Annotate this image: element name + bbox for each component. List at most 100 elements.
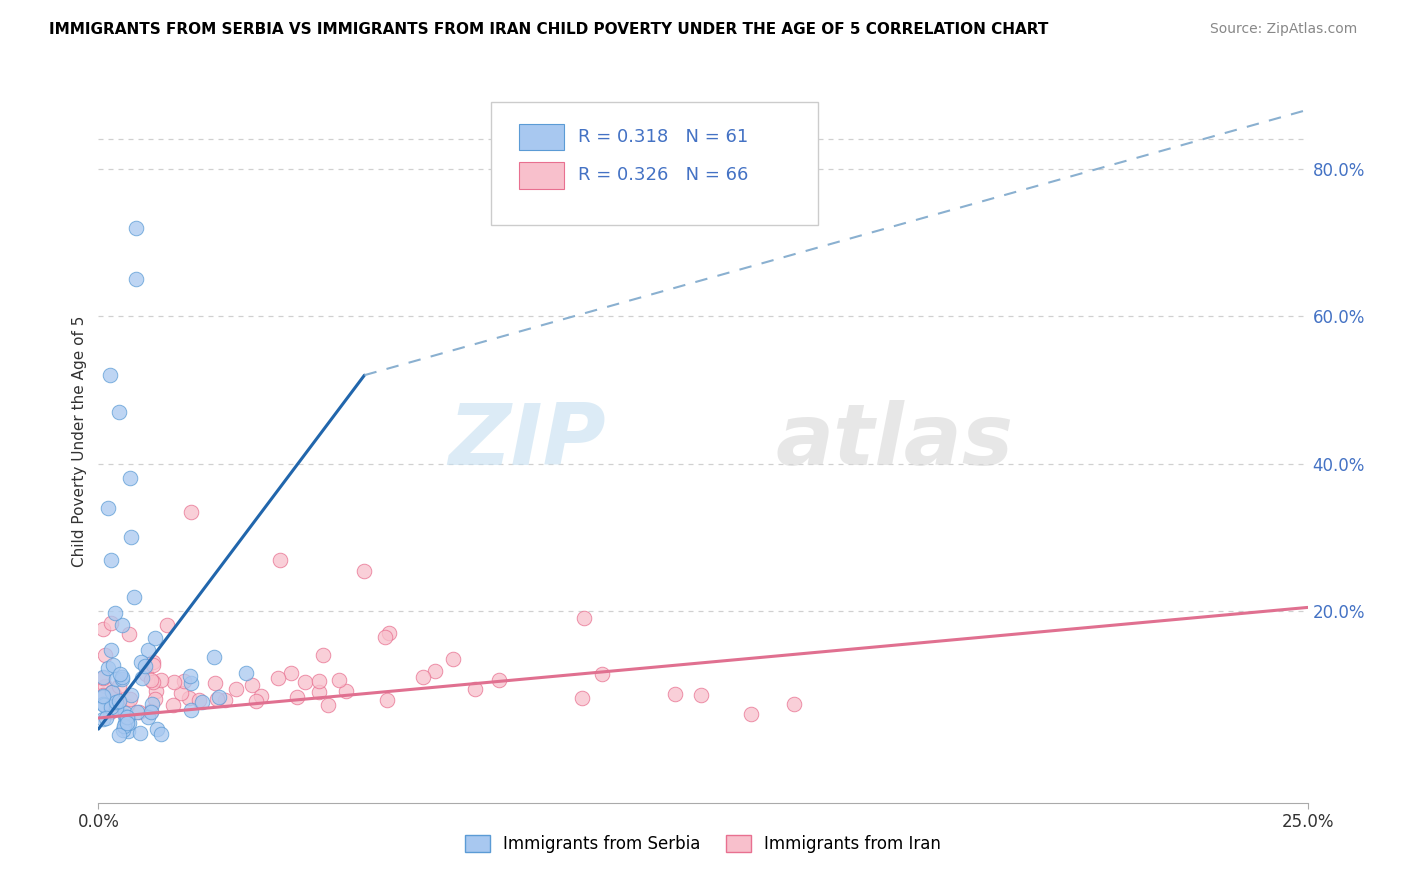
Point <box>136 643 159 657</box>
Point <box>128 726 150 740</box>
Point <box>141 697 163 711</box>
Point <box>208 690 231 705</box>
Point <box>103 687 125 701</box>
Point <box>146 722 169 736</box>
Point <box>129 656 152 670</box>
Point <box>308 674 330 689</box>
Point <box>150 673 173 688</box>
Point <box>423 664 446 678</box>
Point <box>91 688 114 702</box>
Point <box>136 710 159 724</box>
Point <box>98 705 121 719</box>
Point <box>101 657 124 672</box>
Point <box>162 698 184 713</box>
Point <box>328 673 350 688</box>
Point <box>353 564 375 578</box>
Point <box>115 715 138 730</box>
Point <box>225 682 247 697</box>
Text: atlas: atlas <box>776 400 1014 483</box>
Point <box>143 692 166 706</box>
Point <box>156 618 179 632</box>
Point <box>664 687 686 701</box>
Point <box>122 591 145 605</box>
Point <box>285 690 308 705</box>
Point <box>120 689 142 703</box>
Point <box>250 689 273 703</box>
Point <box>142 675 165 690</box>
Point <box>205 692 228 706</box>
Point <box>269 552 291 566</box>
Point <box>105 701 128 715</box>
Point <box>139 704 162 718</box>
Point <box>107 679 129 693</box>
Point <box>118 716 141 731</box>
Text: IMMIGRANTS FROM SERBIA VS IMMIGRANTS FROM IRAN CHILD POVERTY UNDER THE AGE OF 5 : IMMIGRANTS FROM SERBIA VS IMMIGRANTS FRO… <box>49 22 1049 37</box>
Point <box>118 627 141 641</box>
Point <box>377 692 399 706</box>
Point <box>134 659 156 673</box>
Point <box>150 727 173 741</box>
FancyBboxPatch shape <box>519 124 564 151</box>
Point <box>591 667 613 681</box>
Point <box>91 690 114 704</box>
Point <box>128 705 150 719</box>
Point <box>180 505 202 519</box>
Point <box>689 688 711 702</box>
Point <box>114 716 136 731</box>
Point <box>191 694 214 708</box>
Point <box>118 471 141 485</box>
Point <box>94 648 117 662</box>
Point <box>112 719 135 733</box>
Point <box>240 678 263 692</box>
Point <box>179 668 201 682</box>
Point <box>100 616 122 631</box>
Text: R = 0.318   N = 61: R = 0.318 N = 61 <box>578 128 749 145</box>
Point <box>204 676 226 690</box>
Point <box>101 685 124 699</box>
Point <box>91 671 114 685</box>
Point <box>267 671 290 685</box>
Point <box>91 697 114 711</box>
FancyBboxPatch shape <box>519 162 564 189</box>
Point <box>120 692 142 706</box>
Point <box>105 695 128 709</box>
Point <box>111 617 134 632</box>
Point <box>117 724 139 739</box>
Point <box>105 672 128 686</box>
Point <box>131 671 153 685</box>
Point <box>108 666 131 681</box>
Point <box>188 693 211 707</box>
Point <box>111 673 134 687</box>
Point <box>308 684 330 698</box>
Point <box>101 702 124 716</box>
Point <box>93 679 115 693</box>
Point <box>97 500 120 515</box>
Point <box>177 691 200 706</box>
Point <box>318 698 340 713</box>
Point <box>294 675 316 690</box>
Point <box>571 690 593 705</box>
Point <box>214 693 236 707</box>
Point <box>180 675 202 690</box>
Point <box>139 673 162 688</box>
Point <box>120 530 142 544</box>
Point <box>378 625 401 640</box>
Y-axis label: Child Poverty Under the Age of 5: Child Poverty Under the Age of 5 <box>72 316 87 567</box>
Point <box>204 650 226 665</box>
Point <box>108 728 131 742</box>
Point <box>374 630 396 644</box>
Point <box>311 648 333 663</box>
Point <box>145 684 167 698</box>
Point <box>93 698 115 713</box>
Point <box>488 673 510 687</box>
Point <box>115 710 138 724</box>
Point <box>173 673 195 688</box>
Point <box>104 606 127 620</box>
Point <box>441 652 464 666</box>
Point <box>412 669 434 683</box>
Point <box>740 707 762 722</box>
Point <box>91 712 114 726</box>
Point <box>143 631 166 645</box>
Point <box>464 682 486 697</box>
Point <box>335 684 357 698</box>
